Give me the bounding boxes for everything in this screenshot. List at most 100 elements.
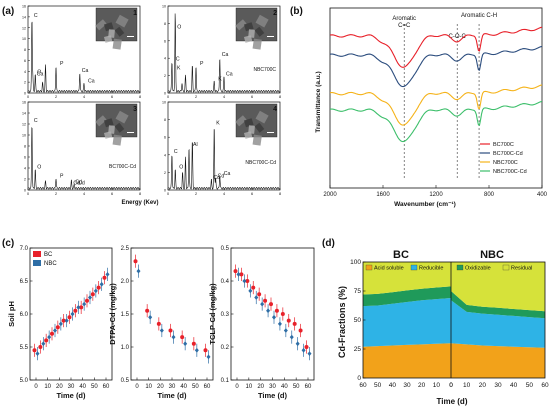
soil-point-bc	[79, 305, 84, 310]
eds-ytick-label: 10	[22, 37, 26, 41]
soil-point-bc	[50, 331, 54, 336]
eds-ytick-label: 4	[164, 153, 166, 157]
ftir-annotation: C-O-C	[449, 34, 467, 40]
ftir-annotation: C=C	[398, 23, 411, 29]
soil-ytick-label: 0.2	[221, 345, 230, 351]
soil-ytick-label: 0.3	[221, 312, 230, 318]
soil-point-nbc	[283, 328, 288, 333]
soil-point-bc	[245, 279, 250, 283]
soil-ytick-label: 2.0	[121, 279, 130, 285]
fraction-legend-swatch	[502, 264, 510, 271]
soil-point-bc	[191, 341, 196, 346]
soil-point-nbc	[148, 314, 153, 320]
eds-xtick-label: 6	[111, 95, 113, 99]
eds-xtick-label: 4	[83, 95, 85, 99]
eds-xtick-label: 8	[279, 192, 281, 196]
eds-peak-label: K	[216, 121, 220, 127]
sem-texture	[112, 38, 122, 50]
eds-ytick-label: 2	[24, 178, 26, 182]
eds-peak-label: C	[34, 118, 38, 124]
eds-xlabel: Energy (Kev)	[121, 200, 158, 206]
sem-texture	[255, 110, 269, 124]
soil-xtick-label: 50	[293, 384, 300, 390]
soil-legend-swatch	[33, 251, 41, 257]
fraction-xtick-label: 40	[389, 382, 397, 389]
fraction-xtick-label: 30	[403, 382, 411, 389]
soil-point-nbc	[99, 281, 104, 287]
soil-point-nbc	[70, 311, 75, 317]
soil-legend-swatch	[33, 260, 41, 266]
eds-peak-label: Ca	[226, 71, 233, 77]
soil-xtick-label: 10	[245, 384, 252, 390]
eds-ytick-label: 14	[22, 112, 26, 116]
soil-point-nbc	[254, 295, 259, 300]
soil-ytick-label: 0.4	[221, 279, 230, 285]
soil-point-nbc	[277, 321, 282, 327]
eds-peak-label: O	[37, 70, 41, 76]
eds-xtick-label: 8	[139, 95, 141, 99]
eds-ytick-label: 6	[24, 156, 26, 160]
soil-point-nbc	[76, 305, 81, 310]
soil-xtick-label: 0	[235, 384, 239, 390]
eds-xtick-label: 8	[279, 95, 281, 99]
eds-ytick-label: 2	[164, 171, 166, 175]
eds-sample-label: NBC700C	[253, 67, 276, 73]
soil-point-bc	[133, 259, 138, 264]
eds-peak-label: K	[218, 77, 222, 83]
fraction-legend-label: Oxidizable	[465, 266, 491, 272]
eds-xtick-label: 4	[223, 95, 225, 99]
soil-xtick-label: 50	[192, 384, 199, 390]
ftir-series-line	[329, 100, 543, 143]
fraction-xtick-label: 50	[374, 382, 382, 389]
eds-sample-label: NBC700C-Cd	[245, 160, 276, 166]
soil-point-bc	[274, 308, 279, 313]
eds-peak-label: C	[34, 13, 38, 19]
soil-point-bc	[38, 345, 43, 349]
eds-ytick-label: 6	[24, 59, 26, 63]
soil-ytick-label: 7.0	[20, 246, 29, 252]
soil-xtick-label: 50	[91, 384, 98, 390]
ftir-legend-label: BC700C-Cd	[493, 151, 523, 157]
sem-texture	[103, 131, 113, 139]
eds-ytick-label: 12	[22, 26, 26, 30]
eds-xtick-label: 0	[27, 192, 29, 196]
sem-scalebar	[127, 36, 134, 37]
fraction-legend-label: Acid soluble	[374, 266, 404, 272]
soil-point-bc	[44, 338, 49, 343]
fraction-xtick-label: 20	[479, 382, 487, 389]
panel-label-a: (a)	[2, 6, 14, 17]
eds-peak-label: Ca	[88, 78, 95, 84]
sem-texture	[243, 118, 254, 128]
fraction-xtick-label: 40	[510, 382, 518, 389]
eds-ytick-label: 10	[22, 134, 26, 138]
soil-point-bc	[251, 285, 256, 290]
eds-peak-label: Cd	[213, 175, 220, 181]
eds-sample-label: BC700C-Cd	[109, 164, 136, 170]
soil-point-nbc	[183, 341, 188, 347]
fraction-area-bc	[363, 262, 451, 295]
ftir-annotation: Aromatic	[392, 16, 416, 22]
soil-xtick-label: 40	[180, 384, 187, 390]
group-label-nbc: NBC	[480, 249, 504, 261]
fraction-ytick-label: 75	[354, 288, 362, 295]
soil-panel: 5.0 5.5 6.0 6.5 7.0 0 10 20 30 40 50 60 Time (d) Soil…	[7, 246, 315, 400]
soil-point-nbc	[295, 341, 300, 347]
fraction-area-nbc	[451, 291, 545, 319]
soil-xtick-label: 20	[257, 384, 264, 390]
eds-ytick-label: 8	[24, 48, 26, 52]
ftir-series-line	[329, 45, 543, 88]
fraction-ylabel: Cd-Fractions (%)	[337, 286, 347, 358]
eds-peak-label: C	[174, 149, 178, 155]
eds-peak-label: Cd	[75, 180, 82, 186]
eds-xtick-label: 0	[167, 95, 169, 99]
soil-xtick-label: 30	[269, 384, 276, 390]
soil-xlabel: Time (d)	[157, 391, 187, 400]
fraction-area-nbc	[451, 300, 545, 348]
eds-subpanel-number: 3	[133, 106, 137, 113]
eds-peak-label: P	[200, 61, 204, 67]
soil-point-bc	[203, 348, 208, 353]
soil-point-bc	[280, 312, 285, 316]
soil-point-nbc	[82, 301, 87, 307]
